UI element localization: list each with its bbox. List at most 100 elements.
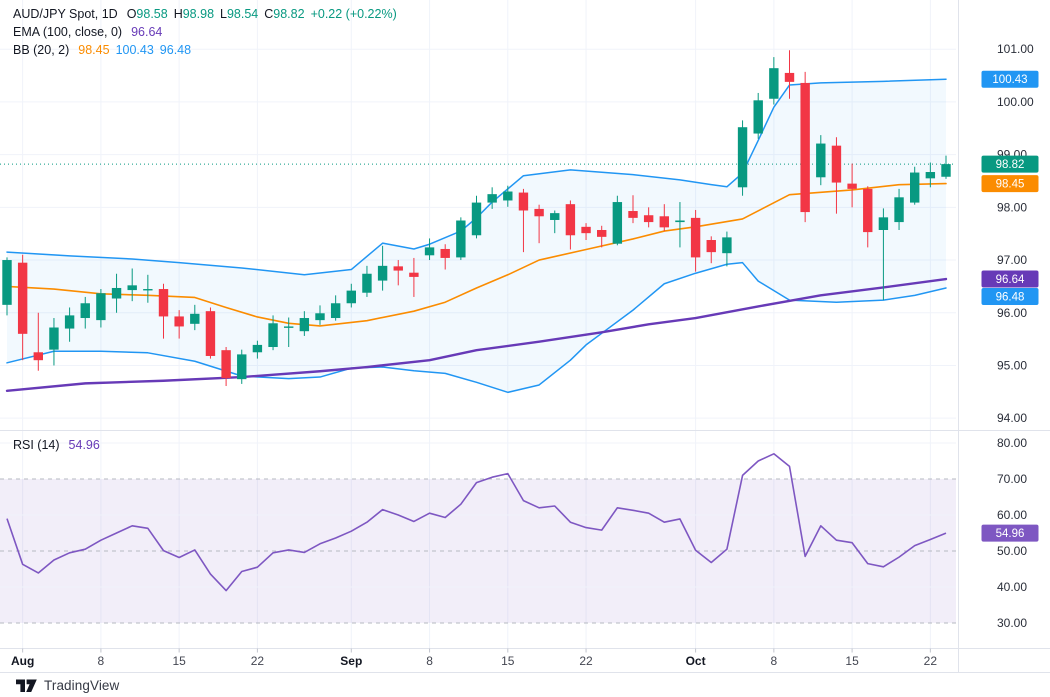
- tradingview-logo-text: TradingView: [44, 678, 120, 693]
- price-badge: [981, 270, 1039, 288]
- change-value: +0.22 (+0.22%): [310, 7, 397, 21]
- symbol-title: AUD/JPY Spot, 1D: [13, 7, 118, 21]
- price-axis-label: 100.00: [997, 95, 1034, 109]
- candle-body: [174, 316, 184, 327]
- price-axis-label: 96.00: [997, 306, 1027, 320]
- ohlc-low-value: 98.54: [226, 7, 259, 21]
- price-badge: [981, 175, 1039, 193]
- price-badge: [981, 288, 1039, 306]
- time-axis-label: 15: [501, 654, 515, 668]
- price-badge-label: 96.64: [996, 274, 1025, 286]
- ohlc-low: L98.54: [220, 5, 258, 23]
- candle-body: [49, 327, 59, 350]
- time-axis-label: 22: [579, 654, 593, 668]
- rsi-axis-label: 60.00: [997, 508, 1027, 522]
- rsi-badge: [981, 524, 1039, 542]
- rsi-label: RSI (14): [13, 438, 60, 452]
- candle-body: [675, 220, 685, 223]
- ohlc-close: C98.82: [264, 5, 304, 23]
- time-axis-label: 22: [251, 654, 265, 668]
- candle-body: [96, 293, 106, 321]
- rsi-legend-row[interactable]: RSI (14) 54.96: [13, 438, 100, 452]
- candle-body: [471, 202, 482, 236]
- price-badge: [981, 155, 1039, 173]
- candle-body: [158, 289, 169, 317]
- rsi-band-fill: [0, 479, 956, 623]
- ema-value: 96.64: [131, 25, 163, 39]
- candle-body: [33, 352, 43, 361]
- candle-body: [722, 237, 732, 254]
- price-axis-label: 94.00: [997, 411, 1027, 425]
- candle-body: [252, 344, 263, 353]
- symbol-legend-row[interactable]: AUD/JPY Spot, 1D O98.58 H98.98 L98.54 C9…: [13, 5, 397, 23]
- candle-body: [878, 217, 889, 230]
- candle-body: [205, 311, 216, 356]
- tradingview-logo-icon: [16, 679, 37, 692]
- candle-body: [2, 260, 12, 305]
- candle-body: [612, 202, 623, 244]
- candle-body: [941, 164, 951, 177]
- bb-legend-row[interactable]: BB (20, 2) 98.45 100.43 96.48: [13, 41, 397, 59]
- ohlc-close-label: C: [264, 7, 274, 21]
- candle-body: [784, 72, 795, 82]
- candle-body: [816, 143, 826, 178]
- time-axis-label: 8: [98, 654, 105, 668]
- candle-body: [800, 82, 810, 213]
- price-axis-label: 98.00: [997, 200, 1027, 214]
- candle-body: [143, 289, 153, 291]
- price-axis-label: 95.00: [997, 358, 1027, 372]
- rsi-axis-label: 40.00: [997, 580, 1027, 594]
- bb-lower-value: 96.48: [159, 43, 192, 57]
- candle-body: [769, 68, 779, 99]
- ohlc-close-value: 98.82: [273, 7, 305, 21]
- candle-body: [659, 216, 669, 228]
- ohlc-high-value: 98.98: [182, 7, 215, 21]
- ema-line: [5, 277, 948, 392]
- candle-body: [737, 127, 748, 188]
- time-axis-label: 8: [771, 654, 778, 668]
- bb-upper-value: 100.43: [115, 43, 154, 57]
- candle-body: [597, 229, 607, 237]
- candle-body: [518, 192, 529, 211]
- candle-body: [456, 220, 466, 258]
- candle-body: [64, 315, 75, 329]
- ohlc-open: O98.58: [127, 5, 168, 23]
- ohlc-high-label: H: [173, 7, 183, 21]
- bb-basis-value: 98.45: [78, 43, 110, 57]
- rsi-axis-label: 50.00: [997, 544, 1027, 558]
- candle-body: [424, 247, 435, 256]
- candle-body: [534, 208, 544, 217]
- candle-body: [894, 197, 904, 223]
- candle-body: [409, 272, 419, 277]
- time-axis-label: 22: [924, 654, 938, 668]
- candle-body: [863, 188, 873, 233]
- time-axis-label: 15: [172, 654, 186, 668]
- candle-body: [237, 354, 247, 380]
- candle-body: [268, 323, 278, 348]
- rsi-axis-label: 80.00: [997, 436, 1027, 450]
- candle-body: [565, 204, 576, 236]
- candle-body: [847, 183, 857, 189]
- time-axis-label: Oct: [686, 654, 706, 668]
- time-axis-label: 8: [426, 654, 433, 668]
- candle-body: [440, 248, 450, 258]
- candle-body: [487, 194, 497, 203]
- candle-body: [910, 172, 920, 203]
- main-legend: AUD/JPY Spot, 1D O98.58 H98.98 L98.54 C9…: [13, 5, 397, 59]
- ema-legend-row[interactable]: EMA (100, close, 0) 96.64: [13, 23, 397, 41]
- candle-body: [346, 290, 356, 304]
- ema-label: EMA (100, close, 0): [13, 25, 123, 39]
- candle-body: [221, 350, 231, 379]
- price-axis-label: 97.00: [997, 253, 1027, 267]
- candle-body: [503, 191, 513, 201]
- time-axis-label: 15: [845, 654, 859, 668]
- ohlc-low-label: L: [220, 7, 227, 21]
- ohlc-high: H98.98: [174, 5, 214, 23]
- candle-body: [127, 285, 137, 291]
- tradingview-attribution[interactable]: TradingView: [16, 678, 119, 693]
- price-badge-label: 100.43: [992, 74, 1027, 86]
- price-badge-label: 96.48: [996, 292, 1025, 304]
- price-badge-label: 98.45: [996, 179, 1025, 191]
- candle-body: [315, 313, 325, 321]
